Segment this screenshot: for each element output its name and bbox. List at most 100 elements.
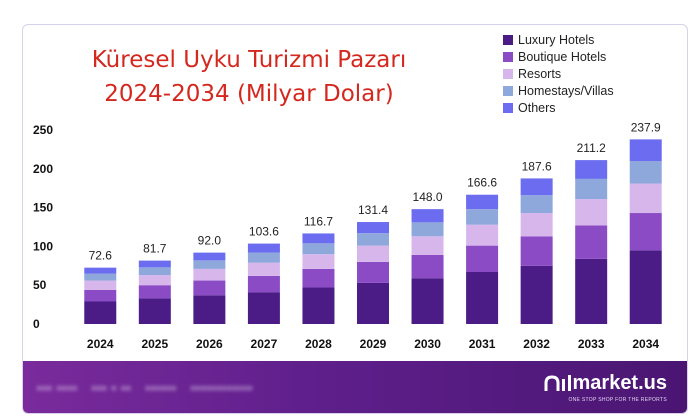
bar-segment-2024-4 <box>84 267 117 274</box>
x-tick-label-2031: 2031 <box>469 337 496 351</box>
y-tick-label-3: 150 <box>33 201 53 215</box>
chart-title: Küresel Uyku Turizmi Pazarı 2024-2034 (M… <box>69 43 429 111</box>
bar-segment-2031-0 <box>466 272 499 324</box>
bar-segment-2024-1 <box>84 289 117 302</box>
legend-item-0: Luxury Hotels <box>503 31 614 48</box>
bar-segment-2030-4 <box>411 209 444 223</box>
bar-segment-2033-3 <box>575 178 608 200</box>
legend-label-1: Boutique Hotels <box>518 49 607 64</box>
bar-segment-2026-2 <box>193 268 226 281</box>
brand-name: market.us <box>572 372 668 394</box>
legend-swatch-4 <box>503 102 513 113</box>
bar-total-label-2030: 148.0 <box>413 190 443 204</box>
blurred-text-3: •••••• <box>145 381 177 395</box>
bar-segment-2024-3 <box>84 273 117 281</box>
bar-segment-2032-4 <box>520 178 553 196</box>
x-tick-label-2025: 2025 <box>141 337 168 351</box>
bar-segment-2031-3 <box>466 209 499 225</box>
bar-segment-2029-3 <box>357 233 389 246</box>
bar-total-label-2024: 72.6 <box>89 249 113 263</box>
bar-segment-2027-3 <box>247 252 280 263</box>
bar-segment-2029-4 <box>357 222 389 234</box>
y-tick-label-4: 200 <box>33 162 53 176</box>
legend-label-0: Luxury Hotels <box>518 32 595 47</box>
x-tick-label-2033: 2033 <box>578 337 605 351</box>
bar-segment-2024-0 <box>84 301 117 324</box>
legend-swatch-3 <box>503 85 513 96</box>
chart-card: 0 50 100 150 200 250 72.6 2024 81.7 2025 92.0 2026 1… <box>22 24 688 414</box>
bar-segment-2028-1 <box>302 268 335 288</box>
bar-segment-2026-1 <box>193 280 226 296</box>
bar-segment-2034-0 <box>629 250 662 324</box>
blurred-watermark-text: ••• •••• ••• • •• •••••• •••••••••••• <box>37 381 253 395</box>
brand-logo[interactable]: market.us ONE STOP SHOP FOR THE REPORTS <box>543 372 668 403</box>
legend-swatch-1 <box>503 51 513 62</box>
bar-total-label-2026: 92.0 <box>198 234 222 248</box>
bar-segment-2028-0 <box>302 287 335 324</box>
legend-label-3: Homestays/Villas <box>518 83 614 98</box>
bar-segment-2024-2 <box>84 280 117 290</box>
legend-label-4: Others <box>518 100 556 115</box>
bar-segment-2034-1 <box>629 213 662 251</box>
chart-title-line1: Küresel Uyku Turizmi Pazarı <box>91 47 407 73</box>
bar-segment-2028-3 <box>302 243 335 255</box>
bar-segment-2033-0 <box>575 258 608 324</box>
bar-segment-2027-4 <box>247 243 280 253</box>
bar-total-label-2028: 116.7 <box>304 214 333 228</box>
bar-total-label-2031: 166.6 <box>467 176 497 190</box>
bar-segment-2034-2 <box>629 183 662 214</box>
bar-segment-2032-3 <box>520 195 553 214</box>
bar-segment-2028-4 <box>302 233 335 244</box>
x-tick-label-2029: 2029 <box>360 337 387 351</box>
bar-total-label-2029: 131.4 <box>358 203 388 217</box>
bar-segment-2033-4 <box>575 160 608 179</box>
bar-segment-2033-1 <box>575 225 608 259</box>
bar-segment-2029-1 <box>357 261 389 283</box>
legend-label-2: Resorts <box>518 66 562 81</box>
bar-segment-2025-3 <box>138 267 171 276</box>
bar-segment-2027-2 <box>247 262 280 276</box>
bar-segment-2032-0 <box>520 265 553 324</box>
legend-swatch-2 <box>503 68 513 79</box>
bar-segment-2031-1 <box>466 245 499 273</box>
footer-banner: ••• •••• ••• • •• •••••• •••••••••••• ma… <box>23 361 687 413</box>
x-tick-label-2034: 2034 <box>632 337 659 351</box>
legend-item-4: Others <box>503 99 614 116</box>
bar-segment-2026-4 <box>193 252 226 261</box>
bar-segment-2025-0 <box>138 298 171 324</box>
bar-segment-2031-4 <box>466 194 499 210</box>
stacked-bar-chart: 0 50 100 150 200 250 72.6 2024 81.7 2025 92.0 2026 1… <box>33 120 662 351</box>
bar-segment-2028-2 <box>302 254 335 269</box>
x-tick-label-2030: 2030 <box>414 337 441 351</box>
chart-title-line2: 2024-2034 (Milyar Dolar) <box>104 81 394 107</box>
y-tick-label-5: 250 <box>33 123 53 137</box>
chart-legend: Luxury Hotels Boutique Hotels Resorts Homes… <box>503 31 614 116</box>
y-tick-label-1: 50 <box>33 278 47 292</box>
x-tick-label-2027: 2027 <box>251 337 278 351</box>
bar-total-label-2033: 211.2 <box>577 141 606 155</box>
bar-segment-2034-3 <box>629 161 662 184</box>
legend-item-3: Homestays/Villas <box>503 82 614 99</box>
bar-segment-2031-2 <box>466 224 499 246</box>
x-tick-label-2024: 2024 <box>87 337 114 351</box>
brand-tagline: ONE STOP SHOP FOR THE REPORTS <box>568 397 667 403</box>
x-tick-label-2028: 2028 <box>305 337 332 351</box>
x-tick-label-2026: 2026 <box>196 337 223 351</box>
bar-segment-2029-2 <box>357 245 389 262</box>
bar-total-label-2027: 103.6 <box>249 225 279 239</box>
bar-total-label-2032: 187.6 <box>522 159 552 173</box>
market-us-logo-icon <box>544 374 571 391</box>
bar-segment-2030-2 <box>411 236 444 255</box>
legend-item-1: Boutique Hotels <box>503 48 614 65</box>
bar-segment-2025-2 <box>138 275 171 286</box>
bar-segment-2027-1 <box>247 275 280 293</box>
blurred-text-2: ••• • •• <box>91 381 132 395</box>
legend-item-2: Resorts <box>503 65 614 82</box>
bar-segment-2030-0 <box>411 278 444 324</box>
bar-segment-2025-4 <box>138 260 171 268</box>
bar-segment-2026-3 <box>193 260 226 269</box>
bar-total-label-2034: 237.9 <box>631 120 661 134</box>
bar-segment-2034-4 <box>629 139 662 162</box>
bar-segment-2030-1 <box>411 254 444 279</box>
bar-segment-2032-2 <box>520 213 553 237</box>
